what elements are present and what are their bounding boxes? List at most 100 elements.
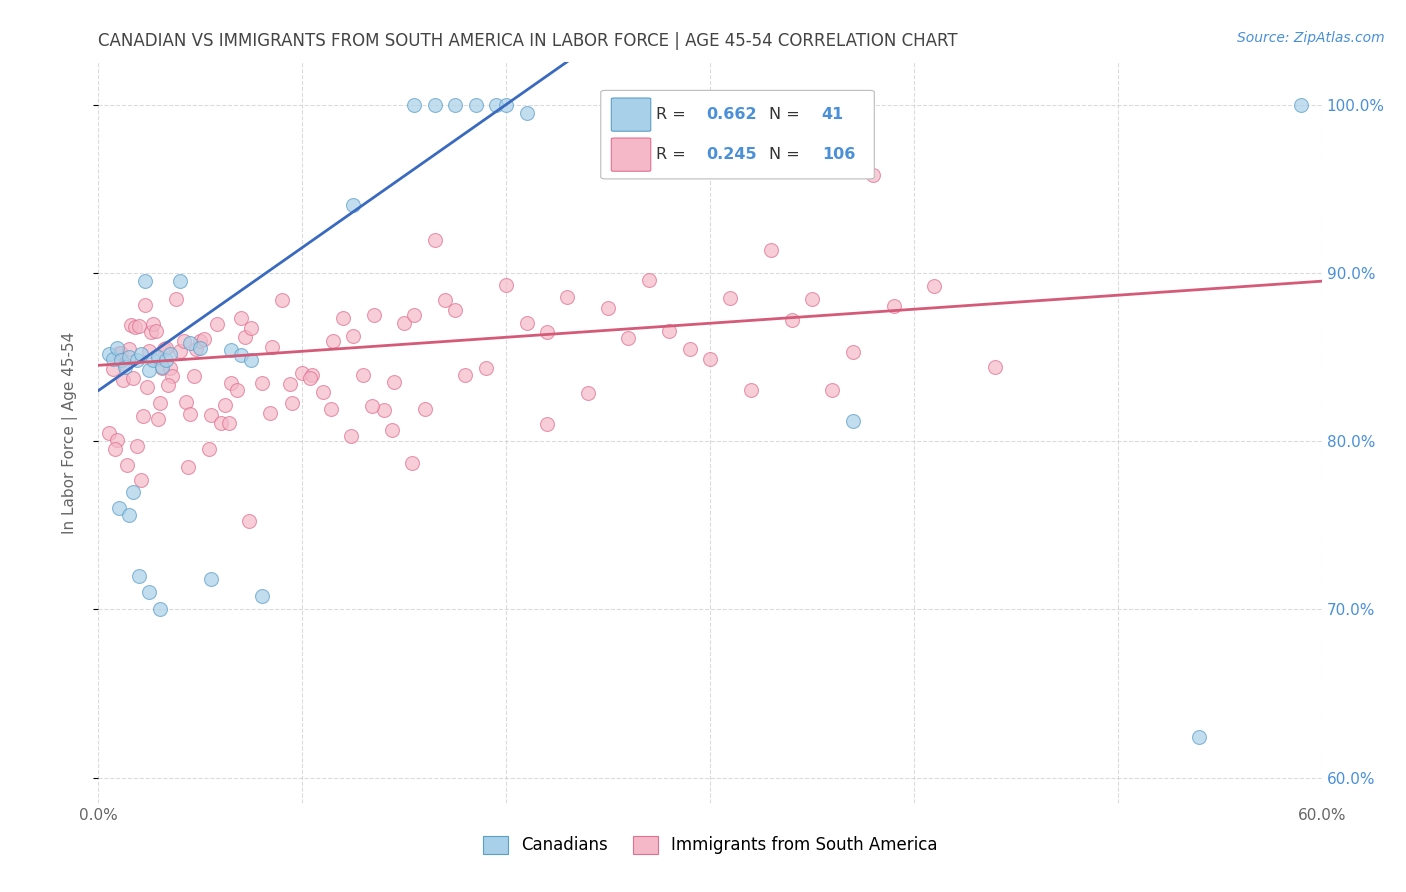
Point (679, 342, 702, 356)
Point (281, 396, 304, 410)
Point (404, 308, 426, 322)
Point (156, 377, 179, 392)
Point (392, 317, 416, 331)
Point (637, 273, 661, 287)
Point (149, 602, 172, 616)
Point (138, 343, 160, 358)
Point (146, 412, 169, 426)
Point (1188, 730, 1211, 744)
Point (444, 302, 467, 317)
Point (516, 317, 538, 331)
Point (200, 408, 222, 422)
Point (617, 331, 640, 345)
Point (173, 334, 195, 348)
Point (381, 423, 404, 437)
Point (120, 318, 142, 333)
Point (129, 473, 152, 487)
Point (363, 308, 385, 322)
Point (110, 353, 132, 368)
Point (322, 334, 344, 348)
Point (114, 359, 136, 374)
Point (250, 376, 273, 391)
Point (155, 341, 177, 355)
Point (231, 310, 253, 325)
Point (536, 417, 558, 431)
Point (841, 345, 863, 359)
Point (115, 458, 138, 473)
Point (984, 359, 1007, 374)
Point (260, 340, 283, 354)
Point (231, 348, 253, 362)
Point (238, 514, 260, 528)
Point (360, 399, 382, 413)
Point (177, 459, 200, 474)
Point (118, 508, 141, 522)
Point (134, 274, 156, 288)
Point (434, 293, 457, 307)
Point (342, 329, 364, 343)
Point (118, 350, 141, 364)
Point (188, 342, 212, 356)
Point (332, 310, 354, 325)
Point (219, 376, 242, 391)
Point (342, 198, 364, 212)
Point (209, 416, 232, 430)
Point (145, 324, 167, 338)
Point (127, 439, 149, 453)
Point (495, 97, 517, 112)
Point (165, 292, 187, 306)
Point (841, 414, 863, 428)
Point (413, 402, 436, 417)
Point (555, 290, 579, 304)
Point (128, 319, 150, 334)
Point (188, 334, 212, 348)
Point (146, 350, 169, 364)
Point (105, 433, 128, 447)
Point (218, 417, 240, 431)
Point (122, 371, 145, 385)
Point (278, 377, 301, 392)
Point (155, 353, 177, 368)
Point (761, 244, 783, 258)
Point (111, 373, 134, 387)
Point (105, 342, 128, 356)
Point (219, 343, 242, 358)
Point (444, 97, 467, 112)
Point (423, 97, 446, 112)
Point (312, 385, 335, 400)
Point (97, 346, 120, 360)
Point (150, 361, 173, 376)
Point (352, 368, 374, 382)
Text: CANADIAN VS IMMIGRANTS FROM SOUTH AMERICA IN LABOR FORCE | AGE 45-54 CORRELATION: CANADIAN VS IMMIGRANTS FROM SOUTH AMERIC… (98, 32, 957, 50)
Point (404, 97, 426, 112)
Point (536, 325, 558, 339)
Point (108, 346, 131, 360)
Point (101, 361, 124, 376)
Point (883, 299, 905, 313)
Point (104, 442, 127, 456)
Point (382, 376, 405, 390)
Point (193, 332, 215, 346)
Point (169, 343, 191, 358)
Point (485, 97, 508, 112)
Point (373, 403, 395, 417)
Point (149, 396, 172, 410)
Point (97, 425, 120, 440)
Point (214, 399, 236, 413)
Point (169, 274, 191, 288)
Point (205, 317, 228, 331)
Point (464, 97, 486, 112)
Point (150, 359, 173, 374)
Point (821, 383, 844, 397)
Point (270, 293, 294, 307)
Point (114, 357, 136, 371)
Point (922, 279, 945, 293)
Point (179, 407, 201, 421)
Y-axis label: In Labor Force | Age 45-54: In Labor Force | Age 45-54 (62, 332, 77, 533)
Point (159, 361, 181, 376)
Point (183, 368, 205, 383)
Point (401, 456, 423, 470)
Point (862, 168, 884, 182)
Point (516, 106, 538, 120)
Point (159, 346, 181, 360)
